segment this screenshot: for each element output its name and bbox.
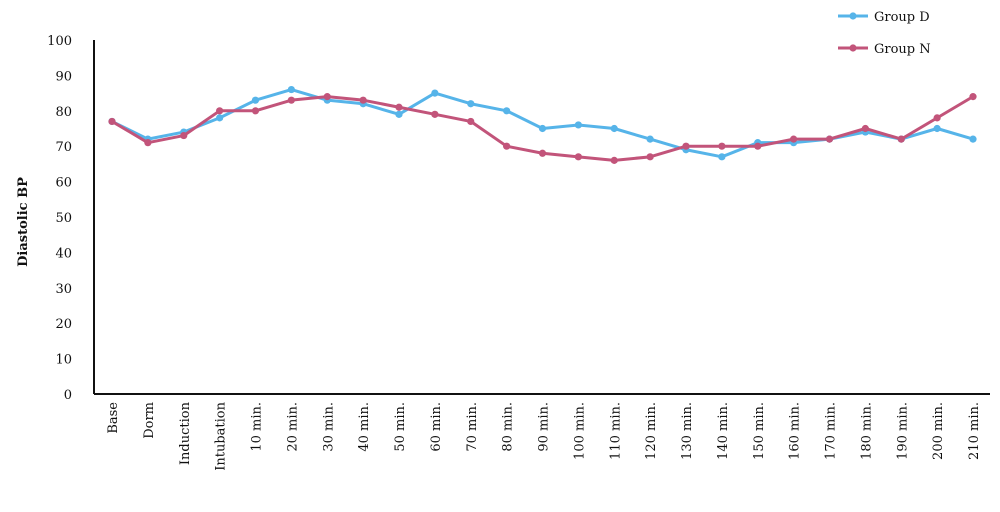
series-line <box>110 88 975 159</box>
data-point <box>216 107 224 115</box>
data-point <box>323 93 331 101</box>
data-point <box>251 107 260 115</box>
legend: Group D Group N <box>838 10 931 57</box>
x-tick-label: 140 min. <box>716 402 731 460</box>
data-point <box>646 153 654 161</box>
x-tick-label: 20 min. <box>285 402 300 452</box>
data-point <box>897 135 905 143</box>
data-point <box>646 135 654 143</box>
data-point <box>251 96 260 104</box>
data-point <box>503 107 511 115</box>
data-point <box>395 110 403 118</box>
x-tick-label: 110 min. <box>608 402 623 460</box>
data-point <box>574 153 582 161</box>
data-point <box>287 96 295 104</box>
legend-item: Group D <box>838 10 930 25</box>
legend-label: Group N <box>874 42 931 57</box>
data-point <box>610 124 618 133</box>
x-tick-label: 200 min. <box>931 402 946 460</box>
data-point <box>538 124 547 133</box>
y-tick-label: 70 <box>55 140 72 155</box>
data-point <box>431 89 439 97</box>
x-tick-label: Base <box>106 402 121 434</box>
y-tick-label: 90 <box>55 69 72 84</box>
x-tick-label: 40 min. <box>357 402 372 452</box>
series-group-d <box>108 85 977 161</box>
y-axis-ticks: 0 10 20 30 40 50 60 70 80 90 100 <box>47 34 72 403</box>
legend-item: Group N <box>838 42 931 57</box>
data-point <box>718 142 726 150</box>
x-tick-label: 90 min. <box>537 402 552 452</box>
legend-swatch-marker <box>849 12 857 20</box>
data-point <box>287 85 295 94</box>
x-tick-label: 30 min. <box>321 402 336 452</box>
y-tick-label: 20 <box>55 317 72 332</box>
x-tick-label: Intubation <box>214 401 229 470</box>
legend-label: Group D <box>874 10 930 25</box>
x-tick-label: 170 min. <box>824 402 839 460</box>
data-point <box>682 142 690 150</box>
x-tick-label: 10 min. <box>250 402 265 452</box>
data-point <box>144 139 152 147</box>
data-point <box>467 100 475 108</box>
y-tick-label: 80 <box>55 105 72 120</box>
y-tick-label: 100 <box>47 34 72 49</box>
data-point <box>216 114 224 122</box>
x-tick-label: Dorm <box>142 402 157 439</box>
data-point <box>431 110 439 118</box>
x-tick-label: 100 min. <box>572 402 587 460</box>
y-tick-label: 0 <box>64 388 72 403</box>
x-tick-label: 120 min. <box>644 402 659 460</box>
data-point <box>538 149 547 157</box>
data-point <box>933 114 941 122</box>
data-point <box>574 121 582 129</box>
data-point <box>969 135 977 143</box>
x-tick-label: 150 min. <box>752 402 767 460</box>
data-point <box>395 103 403 111</box>
data-point <box>933 124 941 133</box>
y-tick-label: 60 <box>55 176 72 191</box>
data-point <box>359 96 367 104</box>
y-tick-label: 30 <box>55 282 72 297</box>
x-axis-ticks: Base Dorm Induction Intubation 10 min. 20 min… <box>106 401 982 470</box>
legend-swatch-marker <box>849 44 857 52</box>
data-point <box>180 131 188 140</box>
x-tick-label: 50 min. <box>393 402 408 452</box>
data-point <box>718 153 726 161</box>
x-tick-label: Induction <box>178 401 193 465</box>
data-point <box>108 117 116 126</box>
y-tick-label: 50 <box>55 211 72 226</box>
data-point <box>610 156 618 164</box>
data-point <box>825 135 834 143</box>
x-tick-label: 190 min. <box>895 402 910 460</box>
x-tick-label: 180 min. <box>859 402 874 460</box>
x-tick-label: 210 min. <box>967 402 982 460</box>
y-tick-label: 10 <box>55 353 72 368</box>
x-tick-label: 60 min. <box>429 402 444 452</box>
y-tick-label: 40 <box>55 246 72 261</box>
x-tick-label: 130 min. <box>680 402 695 460</box>
data-point <box>861 124 869 133</box>
data-point <box>467 117 475 126</box>
x-tick-label: 80 min. <box>501 402 516 452</box>
data-point <box>790 135 798 143</box>
data-point <box>503 142 511 150</box>
x-tick-label: 160 min. <box>788 402 803 460</box>
series-group-n <box>108 93 977 164</box>
series-layer <box>108 85 977 164</box>
data-point <box>754 142 762 150</box>
x-tick-label: 70 min. <box>465 402 480 452</box>
y-axis-title: Diastolic BP <box>16 177 31 267</box>
data-point <box>969 93 977 101</box>
